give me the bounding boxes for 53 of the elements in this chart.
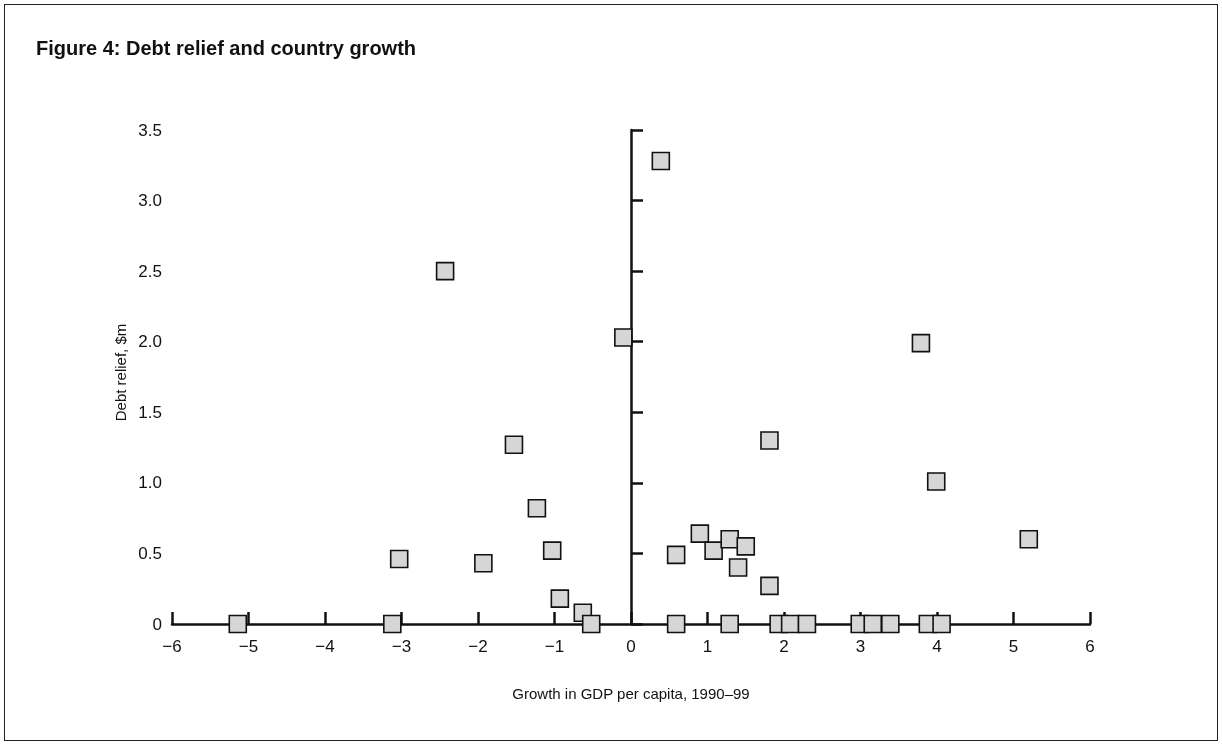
point: [614, 328, 633, 347]
point: [704, 541, 723, 560]
x-tick-label: 3: [855, 637, 866, 656]
x-tick-label: 2: [779, 637, 789, 656]
y-tick-label: 2.0: [138, 332, 162, 352]
x-tick-label: −6: [162, 637, 182, 656]
x-tick-label: −5: [238, 637, 259, 656]
point: [228, 614, 248, 634]
y-tick-label: 0: [152, 614, 162, 634]
point: [720, 614, 739, 634]
point: [383, 614, 402, 634]
x-tick-label: 4: [932, 637, 942, 656]
point: [581, 614, 601, 634]
point: [550, 589, 570, 608]
y-tick-label: 3.0: [138, 191, 162, 211]
point: [881, 614, 900, 634]
point: [651, 151, 671, 171]
y-tick-label: 1.5: [138, 402, 162, 422]
point: [435, 261, 455, 281]
y-tick-label: 3.5: [138, 120, 162, 140]
y-tick-label: 1.0: [138, 473, 162, 493]
point: [720, 530, 739, 549]
point: [389, 549, 409, 569]
point: [474, 554, 493, 573]
point: [542, 541, 562, 560]
chart-title: Figure 4: Debt relief and country growth: [36, 37, 417, 59]
x-tick-label: −1: [544, 637, 565, 656]
y-axis-title: Debt relief, $m: [112, 323, 129, 422]
point: [666, 614, 686, 634]
point: [760, 576, 779, 596]
x-tick-label: −2: [468, 637, 488, 656]
point: [863, 614, 883, 634]
point: [932, 614, 951, 634]
point: [1019, 530, 1039, 549]
x-tick-label: 1: [702, 637, 713, 656]
y-tick-label: 2.5: [138, 261, 162, 281]
point: [911, 333, 931, 353]
x-tick-label: 0: [626, 637, 636, 656]
point: [736, 537, 756, 556]
point: [527, 498, 547, 518]
x-tick-label: −3: [391, 637, 412, 656]
point: [728, 558, 748, 577]
point: [666, 545, 686, 565]
point: [504, 435, 524, 455]
x-tick-label: −4: [315, 637, 335, 656]
x-tick-label: 6: [1085, 637, 1095, 656]
point: [690, 524, 710, 543]
y-tick-label: 0.5: [138, 543, 162, 563]
point: [760, 431, 779, 450]
point: [926, 472, 946, 491]
point: [797, 614, 817, 634]
x-axis-title: Growth in GDP per capita, 1990–99: [512, 685, 750, 702]
x-tick-label: 5: [1008, 637, 1019, 656]
